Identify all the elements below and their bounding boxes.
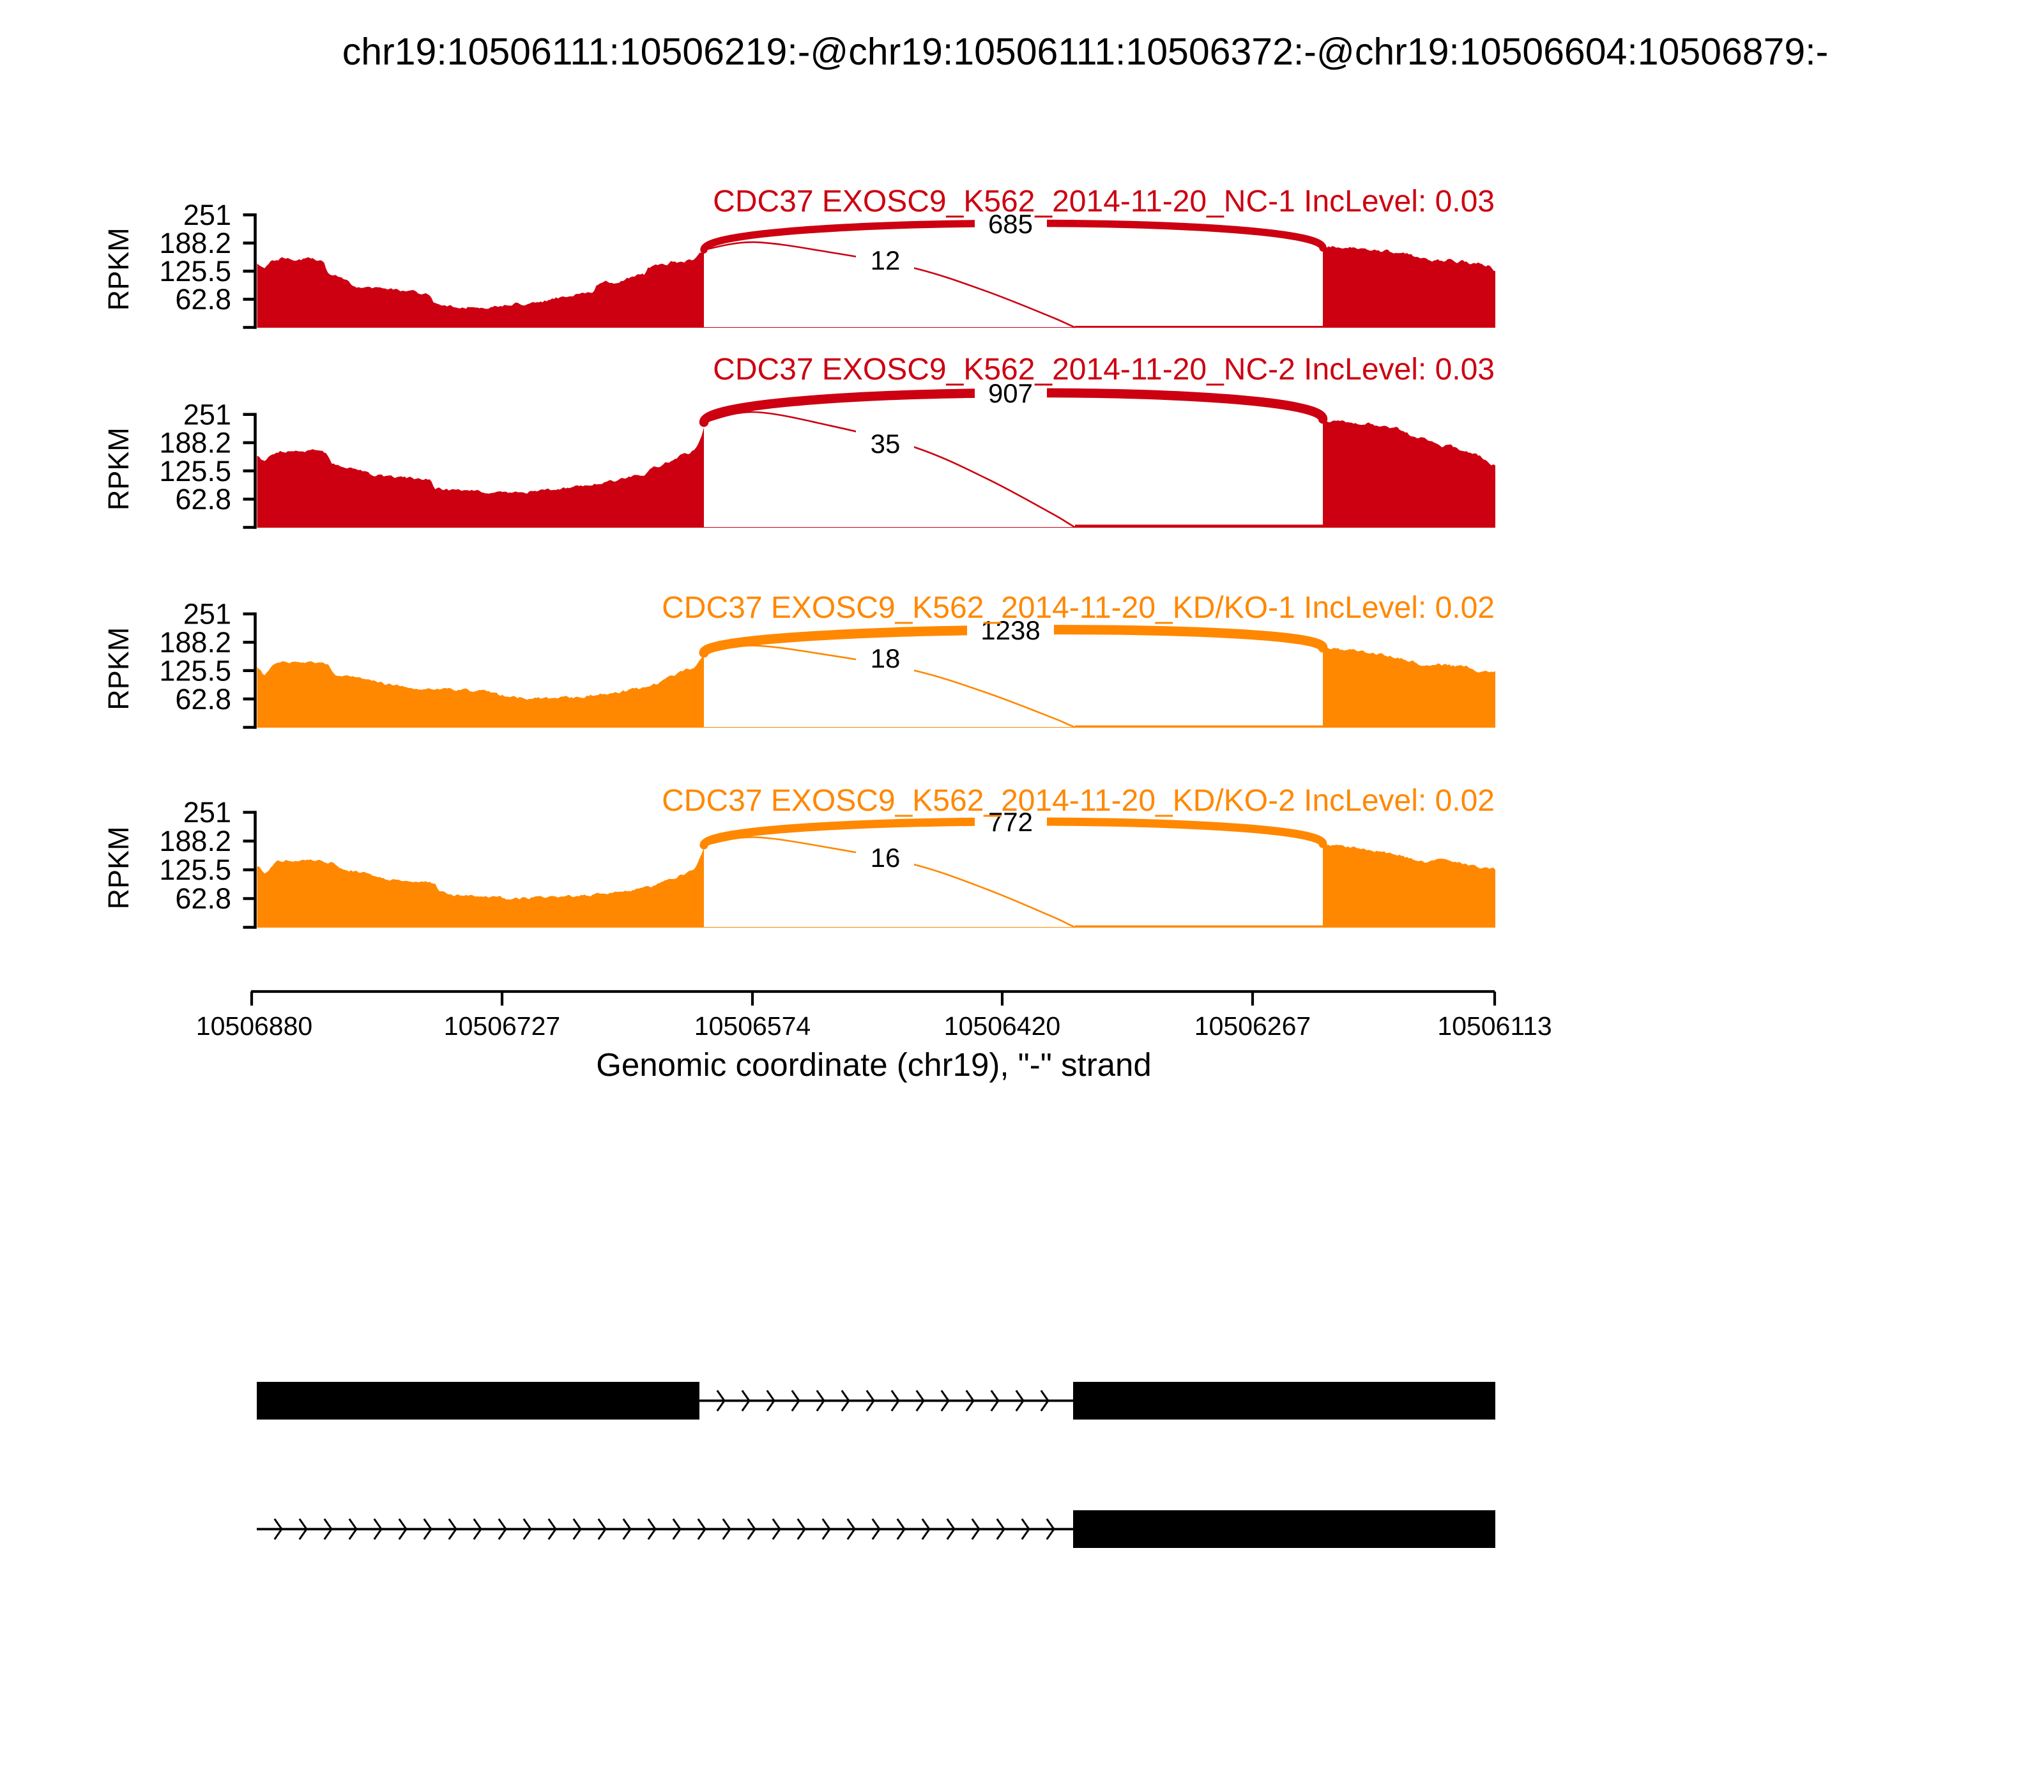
svg-text:RPKM: RPKM [102,627,135,710]
svg-text:10506727: 10506727 [444,1011,560,1041]
svg-text:188.2: 188.2 [159,825,231,857]
svg-text:125.5: 125.5 [159,854,231,886]
svg-text:125.5: 125.5 [159,455,231,487]
svg-text:685: 685 [988,209,1033,239]
svg-text:251: 251 [183,399,231,431]
svg-text:12: 12 [871,245,901,275]
svg-text:CDC37 EXOSC9_K562_2014-11-20_K: CDC37 EXOSC9_K562_2014-11-20_KD/KO-2 Inc… [662,784,1495,818]
svg-text:10506880: 10506880 [196,1011,312,1041]
svg-text:188.2: 188.2 [159,626,231,659]
svg-text:RPKM: RPKM [102,826,135,909]
svg-text:62.8: 62.8 [175,683,231,716]
svg-text:62.8: 62.8 [175,882,231,915]
svg-text:10506574: 10506574 [694,1011,811,1041]
svg-text:62.8: 62.8 [175,283,231,316]
svg-text:125.5: 125.5 [159,255,231,287]
svg-text:10506267: 10506267 [1194,1011,1311,1041]
svg-text:35: 35 [871,429,901,459]
svg-text:Genomic coordinate (chr19), "-: Genomic coordinate (chr19), "-" strand [596,1046,1152,1083]
svg-text:CDC37 EXOSC9_K562_2014-11-20_N: CDC37 EXOSC9_K562_2014-11-20_NC-2 IncLev… [713,353,1495,387]
svg-text:CDC37 EXOSC9_K562_2014-11-20_N: CDC37 EXOSC9_K562_2014-11-20_NC-1 IncLev… [713,185,1495,218]
svg-text:10506113: 10506113 [1437,1011,1552,1041]
svg-text:188.2: 188.2 [159,227,231,259]
svg-text:907: 907 [988,378,1033,408]
svg-text:62.8: 62.8 [175,483,231,516]
svg-text:18: 18 [871,643,901,673]
svg-text:CDC37 EXOSC9_K562_2014-11-20_K: CDC37 EXOSC9_K562_2014-11-20_KD/KO-1 Inc… [662,591,1495,625]
svg-text:772: 772 [988,807,1033,837]
svg-text:251: 251 [183,796,231,829]
svg-text:1238: 1238 [980,615,1040,645]
svg-text:251: 251 [183,199,231,231]
svg-text:chr19:10506111:10506219:-@chr1: chr19:10506111:10506219:-@chr19:10506111… [342,31,1829,73]
svg-text:125.5: 125.5 [159,655,231,687]
svg-text:16: 16 [871,843,901,873]
svg-text:RPKM: RPKM [102,227,135,310]
svg-text:10506420: 10506420 [944,1011,1060,1041]
svg-text:RPKM: RPKM [102,427,135,510]
svg-text:251: 251 [183,598,231,631]
svg-text:188.2: 188.2 [159,427,231,459]
